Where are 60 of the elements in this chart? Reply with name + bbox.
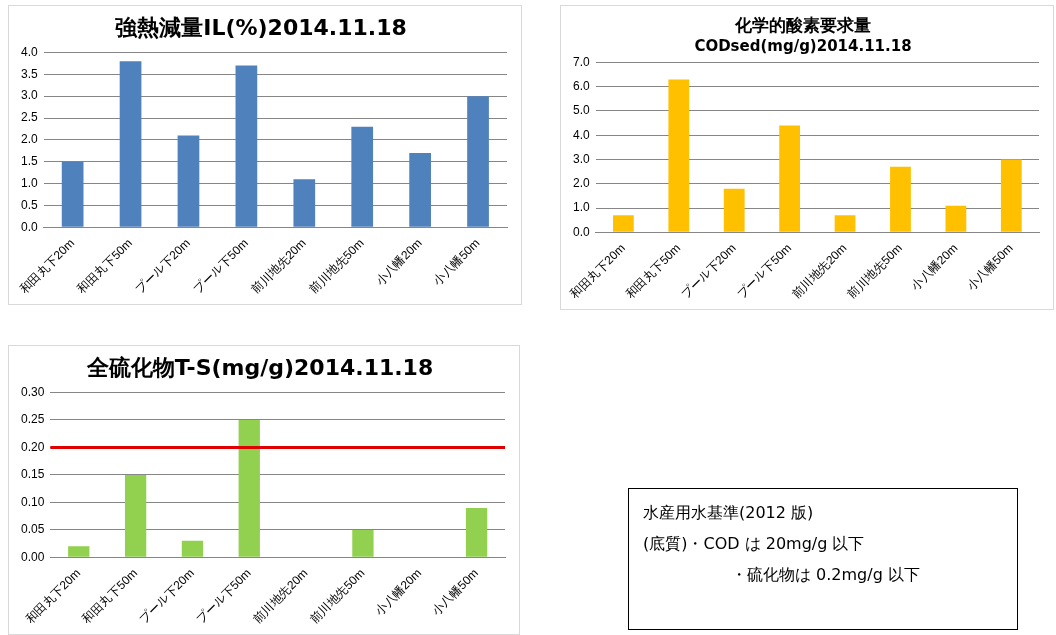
bar (119, 61, 142, 227)
y-tick-label: 2.0 (572, 176, 590, 191)
y-tick-label: 1.0 (572, 200, 590, 215)
bar (779, 125, 801, 232)
y-tick-label: 3.5 (20, 66, 38, 81)
bar (409, 153, 431, 227)
y-tick-label: 4.0 (20, 44, 38, 59)
y-tick-label: 0.20 (21, 439, 45, 454)
y-tick-label: 0.10 (21, 494, 45, 509)
bar (613, 215, 634, 232)
bar (61, 161, 84, 227)
y-tick-label: 3.0 (572, 151, 590, 166)
x-tick-label: 小八幡20m (372, 566, 425, 618)
y-tick-label: 2.5 (20, 110, 38, 125)
text: 水産用水基準(2012 版) (643, 502, 815, 524)
y-tick-label: 0.00 (21, 549, 45, 564)
bar (68, 546, 90, 557)
y-tick-label: 0.0 (572, 224, 590, 239)
y-tick-label: 0.30 (21, 384, 45, 399)
bar (467, 96, 489, 227)
chart-title: 化学的酸素要求量 (734, 14, 871, 35)
y-tick-label: 0.05 (21, 522, 45, 537)
x-tick-label: プール下50m (190, 236, 251, 297)
chart-title: 全硫化物T-S(mg/g)2014.11.18 (85, 354, 434, 380)
bar (177, 135, 200, 227)
chart-title: 強熱減量IL(%)2014.11.18 (115, 14, 407, 40)
y-tick-label: 5.0 (572, 103, 590, 118)
y-tick-label: 0.15 (21, 467, 45, 482)
y-tick-label: 0.5 (20, 197, 38, 212)
bar (723, 188, 745, 232)
bar (238, 419, 260, 557)
bar (235, 65, 258, 227)
y-tick-label: 2.0 (20, 132, 38, 147)
text: (底質)・COD は 20mg/g 以下 (643, 533, 866, 555)
text: ・硫化物は 0.2mg/g 以下 (730, 564, 921, 586)
y-tick-label: 0.0 (20, 219, 38, 234)
bar (351, 126, 374, 227)
bar (465, 507, 488, 557)
bar (890, 166, 911, 232)
x-tick-label: 小八幡50m (430, 236, 483, 288)
y-tick-label: 4.0 (572, 127, 590, 142)
x-tick-label: 小八幡20m (372, 236, 425, 288)
bar (945, 205, 967, 232)
bar (181, 540, 204, 557)
bar (668, 79, 690, 232)
bar (352, 529, 374, 557)
x-tick-label: 小八幡20m (908, 241, 961, 293)
x-tick-label: 小八幡50m (963, 241, 1016, 293)
bar (1000, 159, 1022, 232)
y-tick-label: 3.0 (20, 88, 38, 103)
bar (293, 179, 316, 227)
y-tick-label: 0.25 (21, 412, 45, 427)
x-tick-label: 小八幡50m (429, 566, 482, 618)
chart-subtitle: CODsed(mg/g)2014.11.18 (694, 37, 912, 56)
y-tick-label: 7.0 (572, 54, 590, 69)
bar (834, 215, 856, 232)
y-tick-label: 6.0 (572, 78, 590, 93)
y-tick-label: 1.5 (20, 154, 38, 169)
y-tick-label: 1.0 (20, 175, 38, 190)
bar (124, 474, 147, 557)
